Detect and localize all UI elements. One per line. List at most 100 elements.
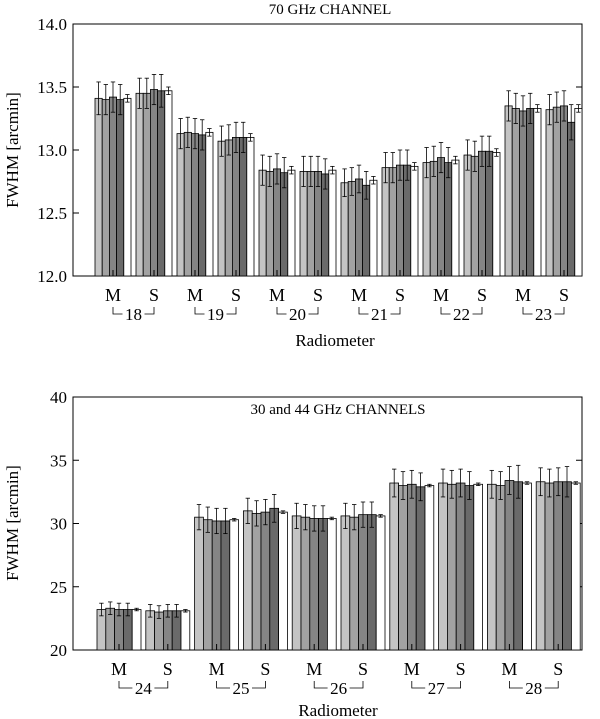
y-tick-label: 14.0 (37, 15, 67, 34)
bar-22-M-2 (429, 160, 438, 277)
bar-25-M-2 (202, 519, 213, 651)
bar-25-M-3 (211, 520, 222, 651)
radiometer-label: 25 (233, 679, 250, 698)
bar-23-S-2 (552, 106, 561, 277)
radiometer-bracket (313, 681, 328, 689)
bar-21-S-3 (395, 164, 404, 277)
bar-24-S-5 (180, 610, 191, 651)
radiometer-bracket (522, 307, 533, 315)
bar-24-M-5 (131, 609, 142, 651)
x-tick-label: S (313, 285, 323, 305)
bar-25-M-1 (194, 516, 204, 651)
bar-21-M-3 (354, 178, 363, 277)
bar-18-M-1 (94, 97, 103, 277)
radiometer-bracket (308, 307, 319, 315)
bar-27-M-3 (406, 483, 417, 651)
bar-19-S-4 (239, 136, 248, 277)
bar-18-M-4 (116, 99, 125, 277)
bar-22-S-5 (492, 152, 501, 277)
bar-27-S-5 (473, 483, 483, 651)
x-tick-label: M (209, 659, 225, 679)
bar-25-S-1 (242, 510, 253, 651)
radiometer-bracket (154, 681, 169, 689)
bar-27-M-1 (389, 482, 399, 651)
bar-22-M-5 (451, 159, 460, 277)
bar-28-M-1 (486, 483, 497, 651)
x-tick-label: S (395, 285, 405, 305)
bar-23-S-5 (574, 108, 583, 277)
x-tick-label: S (358, 659, 368, 679)
y-tick-label: 40 (50, 388, 67, 407)
bar-18-S-1 (135, 92, 144, 277)
bar-22-S-1 (463, 154, 472, 277)
radiometer-label: 28 (525, 679, 542, 698)
radiometer-bracket (440, 307, 451, 315)
bar-20-S-1 (299, 171, 308, 277)
bar-22-M-1 (422, 162, 431, 277)
y-tick-label: 12.0 (37, 267, 67, 286)
bar-19-M-2 (183, 131, 192, 277)
bar-26-S-5 (375, 515, 386, 651)
bar-26-S-1 (340, 515, 351, 651)
y-axis-label: FWHM [arcmin] (3, 92, 22, 208)
radiometer-label: 21 (371, 305, 388, 324)
radiometer-bracket (194, 307, 205, 315)
bar-21-S-1 (381, 167, 390, 277)
bar-23-M-5 (533, 108, 542, 277)
bar-26-S-3 (358, 514, 368, 651)
bar-21-M-5 (369, 179, 378, 277)
bar-27-S-1 (438, 482, 448, 651)
y-tick-label: 35 (50, 451, 67, 470)
x-tick-label: M (515, 285, 531, 305)
y-axis-label: FWHM [arcmin] (3, 465, 22, 581)
bar-28-S-4 (562, 481, 572, 651)
y-tick-label: 12.5 (37, 204, 67, 223)
bar-26-S-4 (366, 514, 377, 651)
bar-22-M-4 (444, 162, 453, 277)
bar-19-M-1 (176, 133, 185, 277)
radiometer-label: 18 (125, 305, 142, 324)
y-tick-label: 13.0 (37, 141, 67, 160)
x-tick-label: S (260, 659, 270, 679)
radiometer-label: 22 (453, 305, 470, 324)
bar-23-M-3 (519, 110, 528, 277)
bar-18-S-2 (142, 92, 151, 277)
bar-18-M-3 (109, 96, 118, 277)
bar-20-S-3 (313, 171, 322, 277)
bar-27-M-4 (415, 486, 426, 651)
radiometer-label: 26 (330, 679, 347, 698)
bar-20-S-5 (328, 169, 337, 277)
radiometer-bracket (276, 307, 287, 315)
bar-25-S-3 (260, 511, 271, 651)
bar-26-M-1 (291, 515, 302, 651)
bar-19-M-4 (198, 134, 207, 277)
bar-23-M-1 (504, 105, 513, 277)
bar-27-S-2 (446, 483, 457, 651)
bar-21-S-2 (388, 167, 397, 277)
radiometer-label: 27 (428, 679, 446, 698)
bar-18-S-4 (157, 90, 166, 277)
radiometer-bracket (411, 681, 426, 689)
bar-18-M-2 (101, 99, 110, 277)
bar-18-S-3 (149, 89, 158, 277)
radiometer-bracket (390, 307, 401, 315)
y-tick-label: 13.5 (37, 78, 67, 97)
bar-28-S-1 (535, 481, 546, 651)
bar-27-M-5 (424, 485, 435, 651)
radiometer-bracket (544, 681, 559, 689)
bar-19-M-3 (190, 133, 199, 277)
bar-27-S-4 (464, 485, 475, 651)
bar-26-S-2 (349, 516, 359, 651)
x-axis-label: Radiometer (295, 331, 375, 350)
radiometer-bracket (118, 681, 133, 689)
bar-20-M-2 (265, 171, 274, 277)
x-tick-label: M (306, 659, 322, 679)
bar-26-M-4 (318, 518, 328, 651)
radiometer-bracket (216, 681, 230, 689)
bar-28-S-2 (544, 482, 555, 651)
chart-title: 30 and 44 GHz CHANNELS (251, 402, 426, 418)
x-tick-label: M (433, 285, 449, 305)
bar-22-S-3 (477, 150, 486, 277)
bar-28-M-3 (504, 480, 515, 651)
